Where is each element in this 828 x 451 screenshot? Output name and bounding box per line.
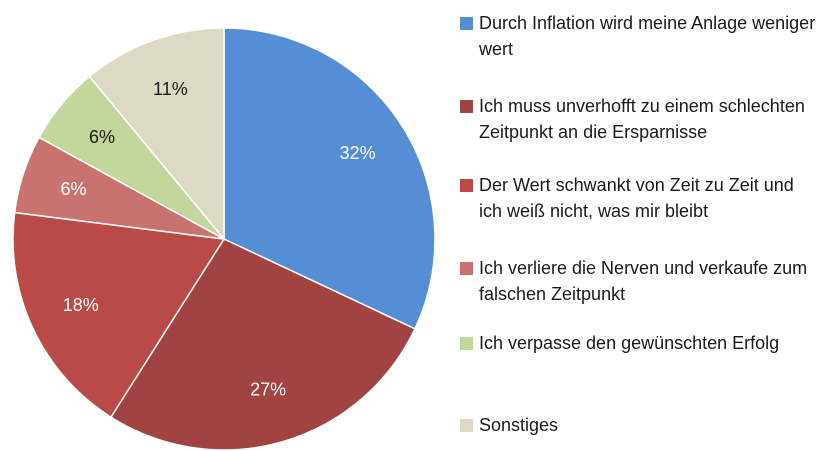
legend-item: Ich verliere die Nerven und verkaufe zum… xyxy=(460,255,820,307)
legend-item: Durch Inflation wird meine Anlage wenige… xyxy=(460,10,820,62)
pie-slice xyxy=(223,27,436,330)
legend-item: Ich verpasse den gewünschten Erfolg xyxy=(460,330,820,356)
legend-item: Der Wert schwankt von Zeit zu Zeit und i… xyxy=(460,172,820,224)
pie-slice xyxy=(12,211,226,419)
legend-swatch xyxy=(460,419,473,432)
legend-swatch xyxy=(460,262,473,275)
legend-item: Ich muss unverhofft zu einem schlechten … xyxy=(460,93,820,145)
legend-label: Der Wert schwankt von Zeit zu Zeit und i… xyxy=(479,175,794,221)
data-label: 11% xyxy=(153,79,188,99)
legend-swatch xyxy=(460,337,473,350)
legend-swatch xyxy=(460,179,473,192)
data-label: 18% xyxy=(63,295,99,315)
legend-swatch xyxy=(460,17,473,30)
pie-slice xyxy=(88,27,225,242)
legend-label: Ich verliere die Nerven und verkaufe zum… xyxy=(479,258,808,304)
pie: 32% 27% 18% 6% 6% 11% xyxy=(12,27,436,451)
data-label: 32% xyxy=(340,143,376,163)
data-label: 6% xyxy=(89,127,115,147)
legend-swatch xyxy=(460,100,473,113)
pie-slice xyxy=(109,238,416,451)
legend-label: Ich verpasse den gewünschten Erfolg xyxy=(479,333,780,353)
legend-label: Ich muss unverhofft zu einem schlechten … xyxy=(479,96,805,142)
data-label: 6% xyxy=(60,179,86,199)
legend-label: Sonstiges xyxy=(479,415,559,435)
data-label: 27% xyxy=(250,380,286,400)
legend-label: Durch Inflation wird meine Anlage wenige… xyxy=(479,13,816,59)
legend-item: Sonstiges xyxy=(460,412,820,438)
